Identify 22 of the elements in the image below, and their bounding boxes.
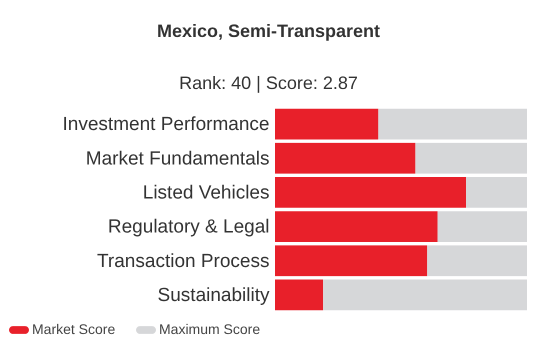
y-tick-label: Sustainability <box>158 284 270 306</box>
chart-title: Mexico, Semi-Transparent <box>156 21 380 41</box>
y-tick-label: Transaction Process <box>97 250 270 272</box>
bar <box>415 142 527 174</box>
bar <box>438 211 527 242</box>
bar <box>275 142 416 174</box>
chart-subtitle: Rank: 40 | Score: 2.87 <box>179 73 358 93</box>
bar <box>466 177 527 208</box>
legend-label: Maximum Score <box>159 321 260 337</box>
bar <box>378 108 527 140</box>
bar <box>275 245 428 276</box>
bar <box>275 280 324 310</box>
bar <box>275 211 438 242</box>
y-tick-label: Market Fundamentals <box>86 148 270 170</box>
y-tick-label: Regulatory & Legal <box>108 216 270 238</box>
bar <box>275 177 466 208</box>
legend-label: Market Score <box>32 321 116 337</box>
bar <box>323 280 527 310</box>
y-tick-label: Investment Performance <box>62 114 270 136</box>
bar <box>275 108 378 140</box>
y-tick-label: Listed Vehicles <box>142 182 270 204</box>
bar <box>427 245 527 276</box>
